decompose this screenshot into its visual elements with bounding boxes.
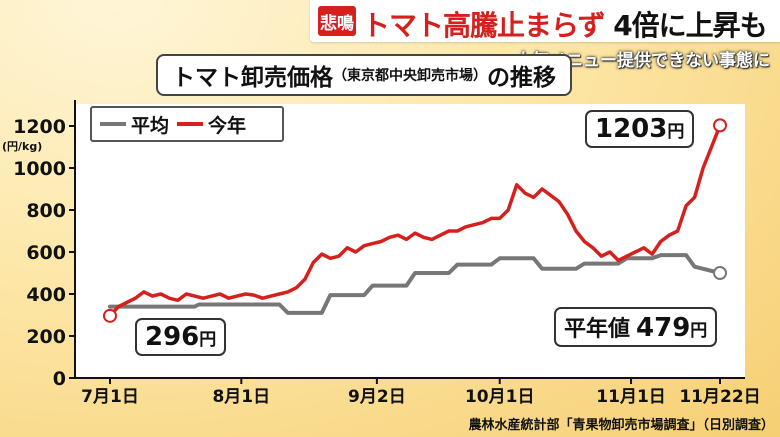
- y-axis-unit: (円/kg): [2, 140, 43, 153]
- marker-end-this-year: [713, 118, 727, 133]
- callout-normal-label: 平年値: [564, 317, 631, 342]
- callout-normal-unit: 円: [690, 321, 708, 341]
- subheadline: 人気メニュー提供できない事態に: [515, 51, 770, 71]
- chart-title-main: トマト卸売価格: [172, 65, 333, 91]
- headline-tag: 悲鳴: [318, 6, 356, 36]
- x-tick-label: 11月1日: [596, 387, 666, 407]
- marker-end-average: [713, 266, 727, 280]
- x-tick-label: 11月22日: [679, 387, 760, 407]
- legend: 平均 今年: [90, 106, 284, 142]
- series-line-average: [108, 253, 722, 315]
- callout-start-unit: 円: [199, 330, 217, 350]
- y-tick-label: 200: [26, 326, 66, 348]
- headline-banner: 悲鳴 トマト高騰止まらず 4倍に上昇も: [310, 0, 780, 42]
- chart-title: トマト卸売価格 （東京都中央卸売市場） の推移: [156, 54, 572, 96]
- x-tick-label: 9月2日: [348, 387, 406, 407]
- x-tick-label: 10月1日: [465, 387, 535, 407]
- marker-start-this-year: [103, 308, 117, 323]
- headline-text-red: トマト高騰止まらず: [362, 9, 605, 42]
- legend-item-this-year: 今年: [177, 111, 246, 138]
- y-tick-label: 0: [53, 368, 66, 390]
- callout-normal-year: 平年値 479 円: [554, 307, 718, 347]
- y-tick-label: 800: [26, 200, 66, 222]
- source-note: 農林水産統計部「青果物卸売市場調査」（日別調査）: [468, 418, 774, 433]
- y-tick-label: 600: [26, 242, 66, 264]
- headline-text: トマト高騰止まらず 4倍に上昇も: [362, 4, 768, 44]
- chart-title-market: （東京都中央卸売市場）: [333, 68, 487, 84]
- legend-swatch-this-year: [177, 122, 204, 126]
- x-tick-label: 8月1日: [212, 387, 270, 407]
- y-tick-label: 400: [26, 284, 66, 306]
- y-tick-label: 1000: [13, 158, 66, 180]
- legend-swatch-average: [100, 122, 126, 126]
- legend-item-average: 平均: [100, 111, 169, 138]
- chart-title-suffix: の推移: [487, 65, 556, 91]
- callout-start-value: 296: [145, 322, 200, 352]
- callout-normal-value: 479: [636, 313, 691, 343]
- y-tick-label: 1200: [13, 116, 66, 138]
- legend-label-this-year: 今年: [208, 114, 247, 137]
- legend-label-average: 平均: [131, 114, 170, 137]
- x-tick-label: 7月1日: [81, 387, 139, 407]
- callout-start-price: 296 円: [135, 318, 227, 356]
- callout-latest-price: 1203 円: [585, 110, 695, 148]
- callout-latest-value: 1203: [595, 114, 668, 144]
- callout-latest-unit: 円: [667, 122, 685, 142]
- headline-text-black: 4倍に上昇も: [613, 9, 767, 42]
- series-line-this-year: [108, 123, 722, 318]
